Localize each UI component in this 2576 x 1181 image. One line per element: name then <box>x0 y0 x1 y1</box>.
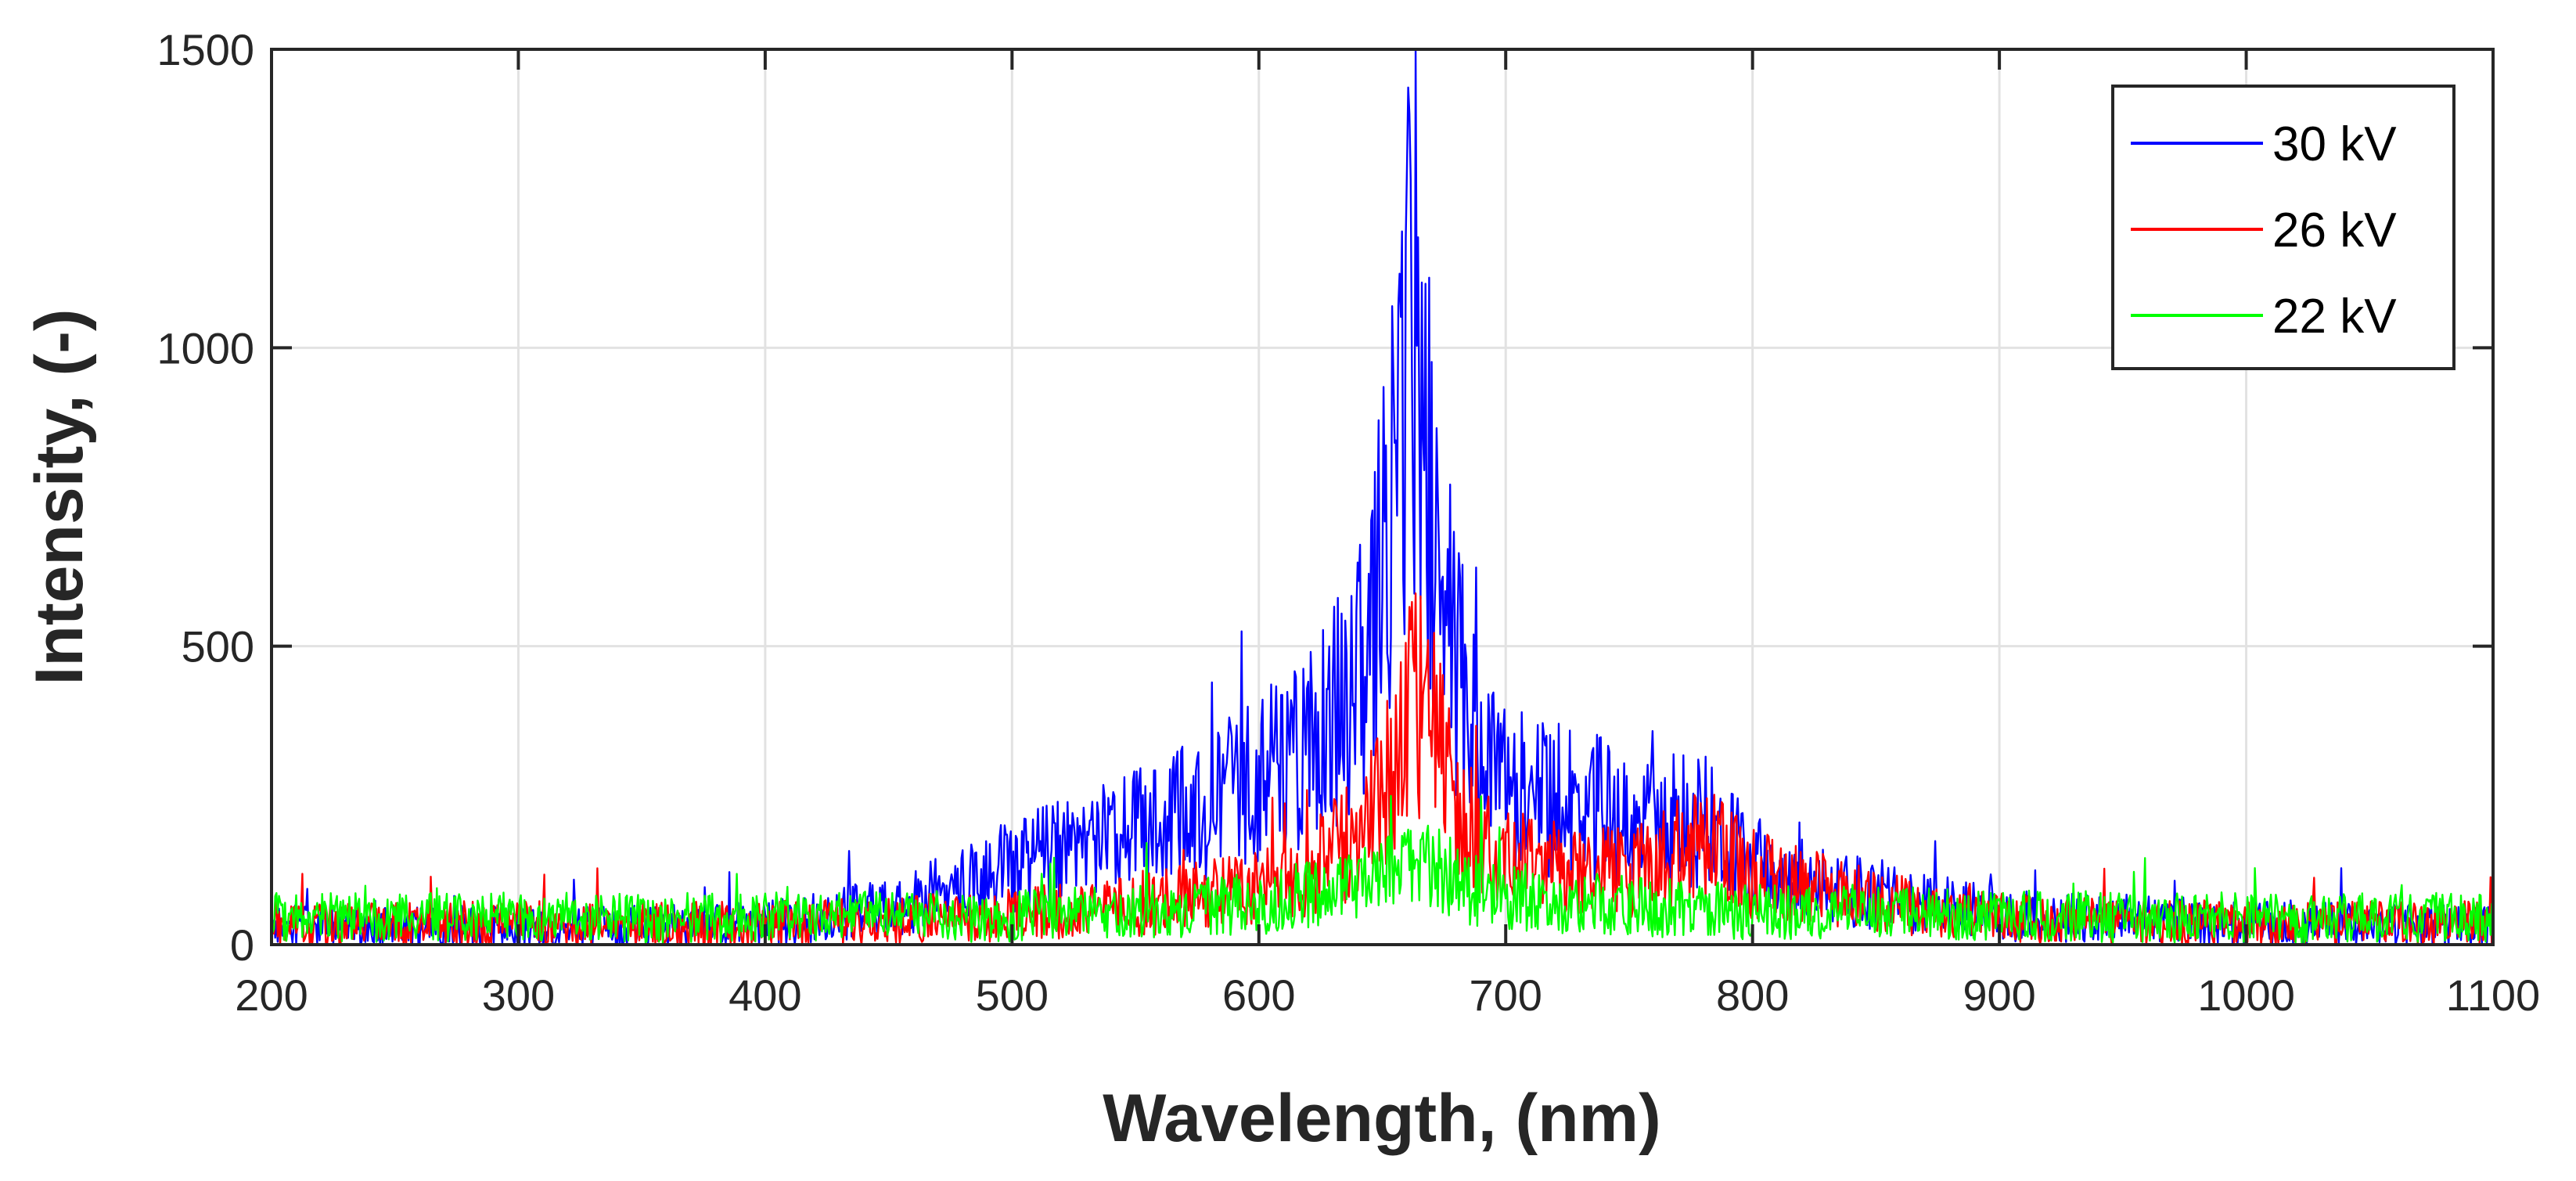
legend: 30 kV 26 kV 22 kV <box>2111 85 2455 370</box>
x-tick-label: 700 <box>1470 970 1542 1020</box>
plot-frame <box>270 48 2495 946</box>
x-tick-label: 800 <box>1716 970 1789 1020</box>
legend-box <box>2111 85 2455 370</box>
y-tick-labels: 0 500 1000 1500 <box>157 25 254 970</box>
legend-label: 26 kV <box>2272 203 2397 257</box>
x-tick-label: 400 <box>729 970 801 1020</box>
y-axis-title: Intensity, (-) <box>22 309 97 686</box>
x-tick-label: 200 <box>235 970 308 1020</box>
legend-label: 22 kV <box>2272 290 2397 344</box>
ticks <box>270 48 2495 946</box>
x-tick-label: 1100 <box>2446 970 2540 1020</box>
y-tick-label: 1000 <box>157 323 254 373</box>
legend-label: 30 kV <box>2272 117 2397 171</box>
series-line <box>270 794 2495 944</box>
x-tick-labels: 200 300 400 500 600 700 800 900 1000 1100 <box>235 970 2540 1020</box>
x-tick-label: 900 <box>1963 970 2035 1020</box>
x-tick-label: 500 <box>976 970 1049 1020</box>
x-tick-label: 300 <box>482 970 555 1020</box>
x-tick-label: 1000 <box>2197 970 2295 1020</box>
y-tick-label: 0 <box>230 920 254 970</box>
x-tick-label: 600 <box>1222 970 1295 1020</box>
x-axis-title: Wavelength, (nm) <box>1103 1081 1661 1156</box>
y-tick-label: 500 <box>182 622 254 672</box>
series-layer <box>270 48 2495 946</box>
y-tick-label: 1500 <box>157 25 254 74</box>
